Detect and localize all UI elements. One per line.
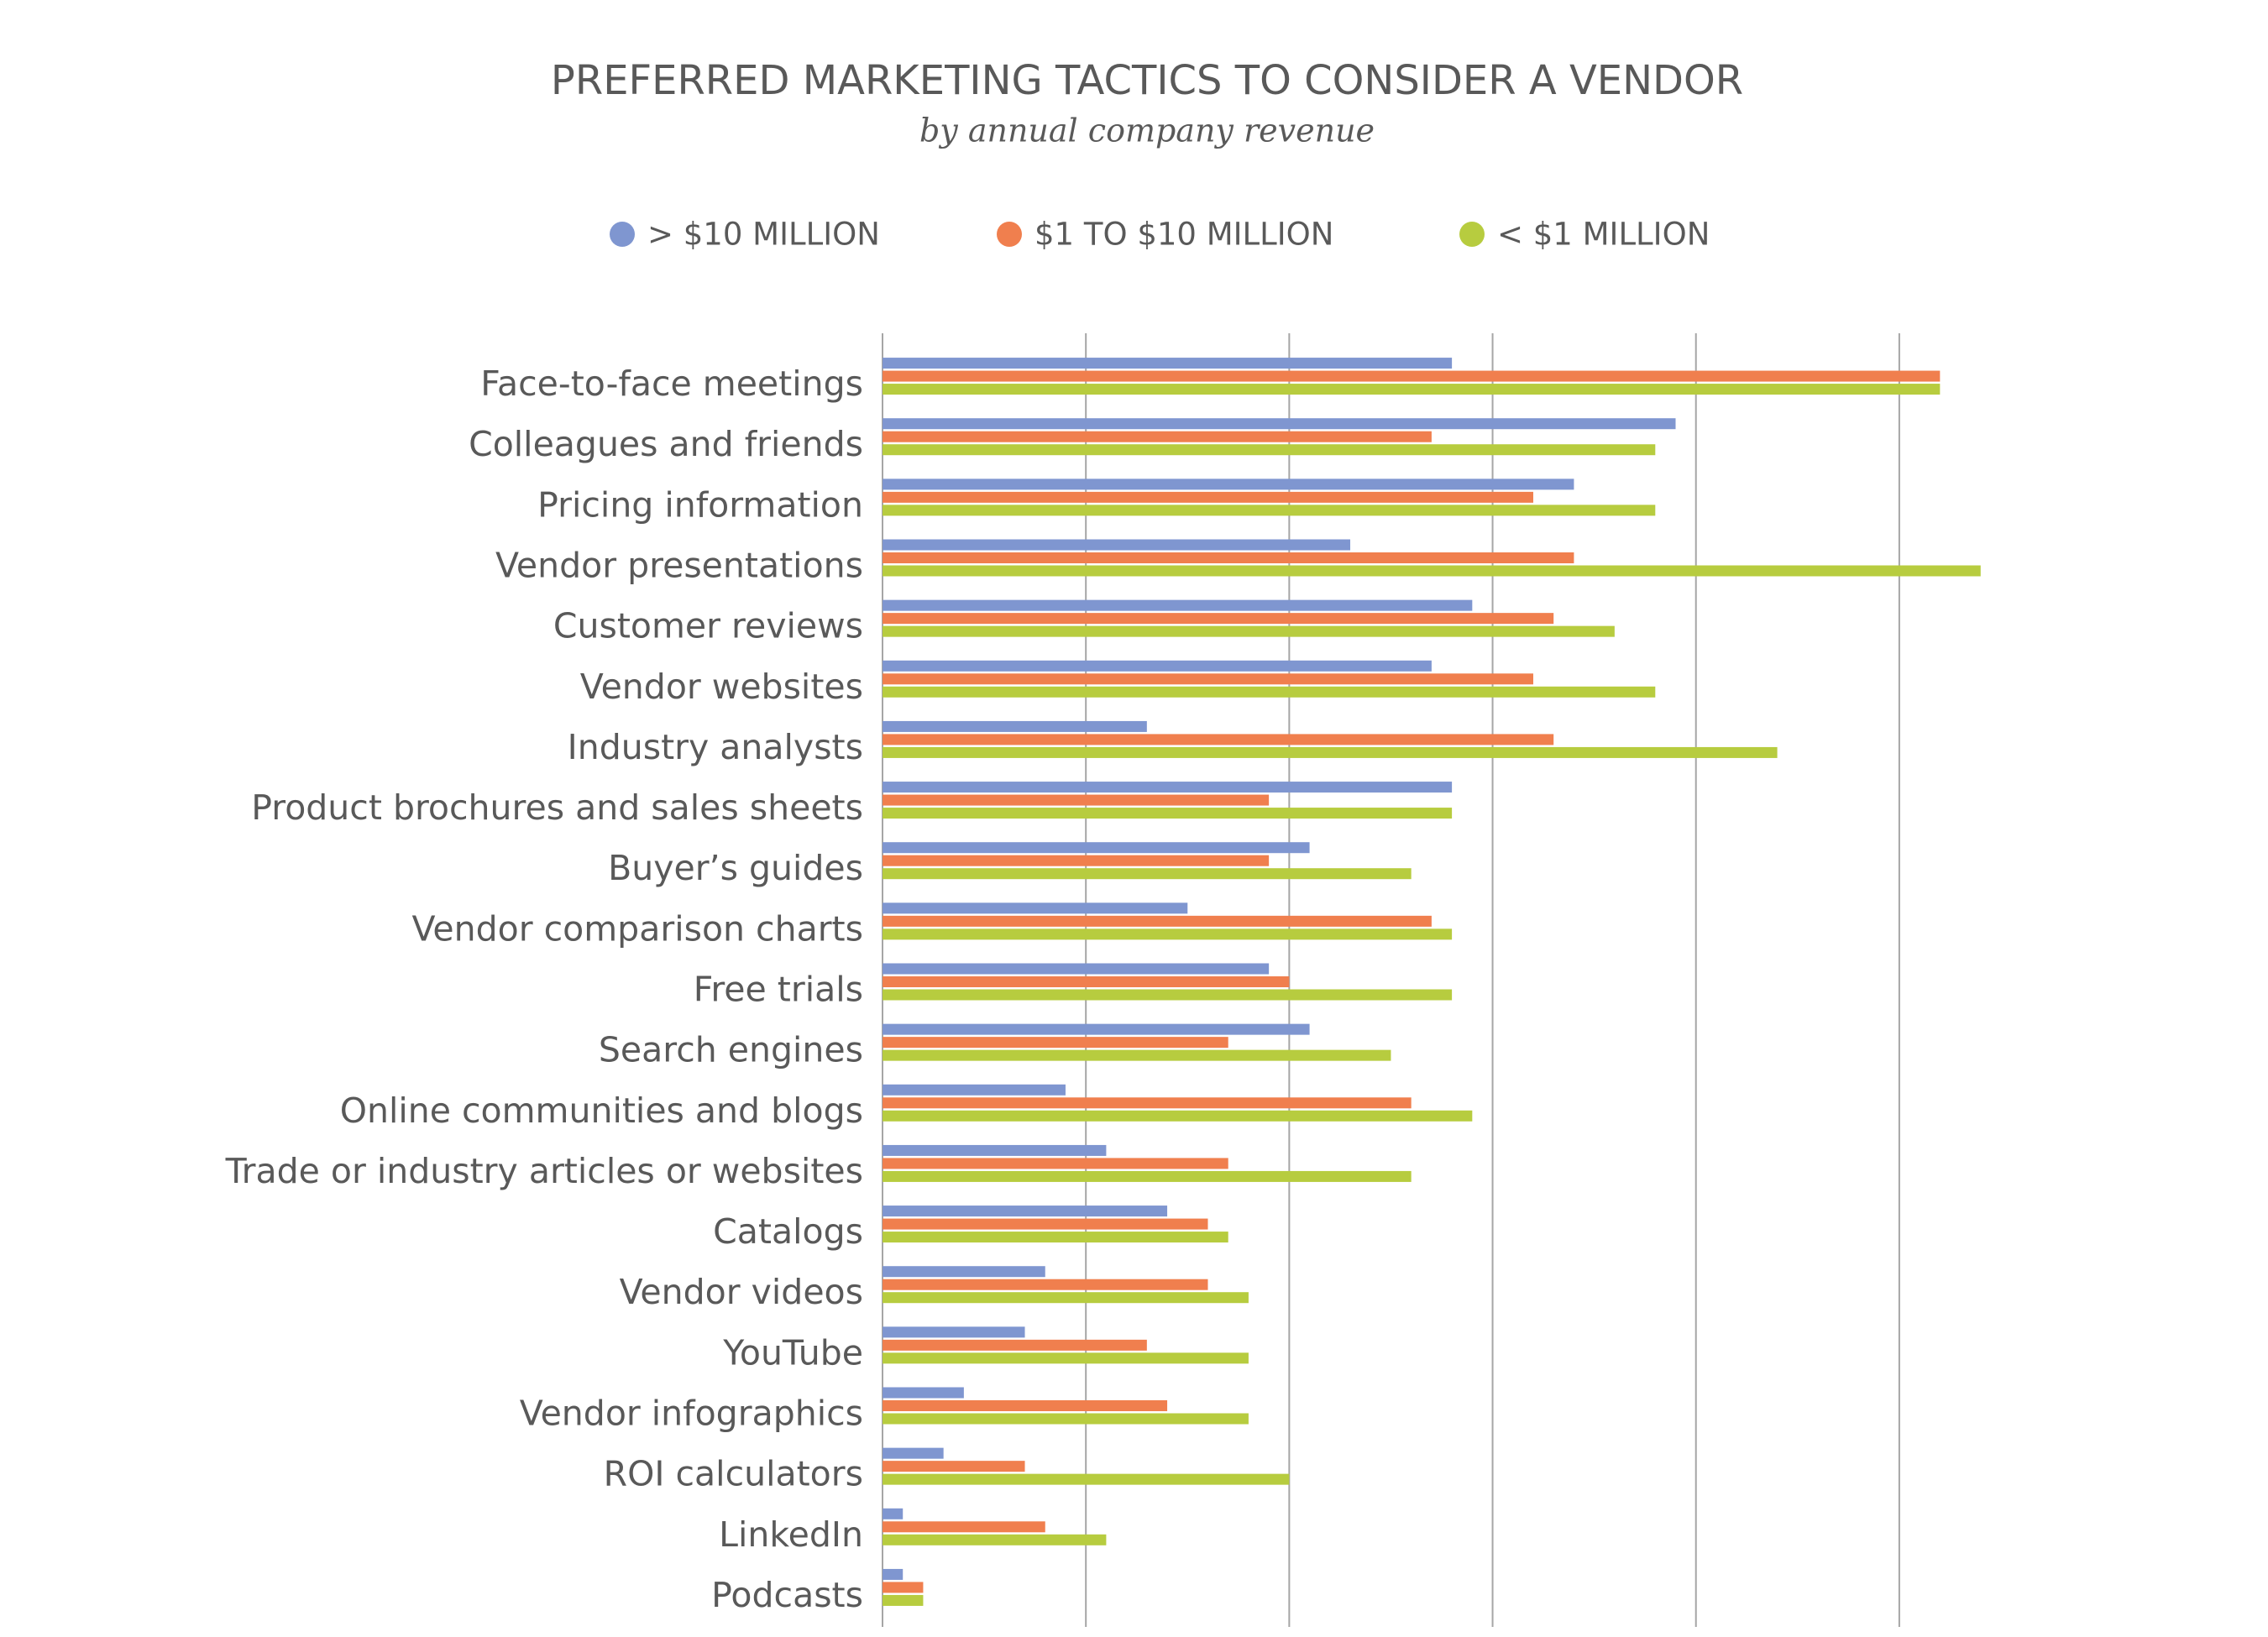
bar bbox=[883, 1218, 1208, 1230]
bar bbox=[883, 1534, 1107, 1545]
bar bbox=[883, 613, 1554, 625]
y-tick-label: Product brochures and sales sheets bbox=[251, 787, 863, 828]
bar bbox=[883, 1400, 1168, 1411]
bar bbox=[883, 868, 1412, 880]
bar bbox=[883, 1144, 1107, 1156]
bar bbox=[883, 989, 1453, 1001]
bar bbox=[883, 1568, 904, 1580]
bar bbox=[883, 1097, 1412, 1109]
y-tick-label: Industry analysts bbox=[568, 727, 863, 767]
y-tick-label: Catalogs bbox=[713, 1211, 863, 1252]
bar bbox=[883, 976, 1290, 987]
bar bbox=[883, 915, 1432, 927]
bar bbox=[883, 660, 1432, 672]
bar bbox=[883, 746, 1778, 758]
bar bbox=[883, 1049, 1391, 1061]
bar bbox=[883, 673, 1533, 685]
bar bbox=[883, 431, 1432, 442]
bar bbox=[883, 1582, 924, 1593]
bar bbox=[883, 902, 1188, 914]
y-tick-label: Podcasts bbox=[711, 1575, 863, 1615]
bar bbox=[883, 855, 1270, 866]
y-tick-label: Search engines bbox=[599, 1030, 863, 1070]
y-tick-label: Buyer’s guides bbox=[608, 848, 863, 888]
bar bbox=[883, 1413, 1249, 1425]
bar bbox=[883, 1387, 964, 1399]
bar bbox=[883, 370, 1941, 382]
y-tick-label: Online communities and blogs bbox=[340, 1090, 863, 1131]
bar bbox=[883, 1279, 1208, 1290]
bar bbox=[883, 1110, 1473, 1122]
y-tick-label: Vendor comparison charts bbox=[412, 908, 863, 949]
legend-label: < $1 MILLION bbox=[1497, 217, 1710, 253]
bar bbox=[883, 1352, 1249, 1364]
bar bbox=[883, 552, 1574, 563]
bar bbox=[883, 734, 1554, 745]
bar bbox=[883, 565, 1981, 577]
bar bbox=[883, 1158, 1228, 1169]
bar bbox=[883, 1508, 904, 1519]
bar bbox=[883, 1594, 924, 1606]
legend-marker bbox=[1459, 222, 1485, 247]
bar bbox=[883, 1521, 1045, 1533]
y-tick-label: Trade or industry articles or websites bbox=[225, 1151, 863, 1191]
bar bbox=[883, 505, 1656, 516]
bar bbox=[883, 1232, 1228, 1243]
bar bbox=[883, 1023, 1310, 1035]
y-tick-label: Face-to-face meetings bbox=[480, 363, 863, 404]
bar bbox=[883, 1037, 1228, 1049]
chart-title: PREFERRED MARKETING TACTICS TO CONSIDER … bbox=[551, 57, 1743, 104]
bar bbox=[883, 1084, 1066, 1096]
bar bbox=[883, 782, 1453, 793]
y-tick-label: Vendor websites bbox=[580, 667, 863, 707]
y-tick-label: Vendor presentations bbox=[495, 546, 863, 586]
bar bbox=[883, 1170, 1412, 1182]
y-tick-label: Pricing information bbox=[537, 484, 863, 525]
bar bbox=[883, 1461, 1025, 1472]
y-tick-label: Customer reviews bbox=[553, 606, 863, 646]
legend-label: $1 TO $10 MILLION bbox=[1034, 217, 1334, 253]
bar bbox=[883, 384, 1941, 395]
bar bbox=[883, 1339, 1147, 1351]
bar bbox=[883, 358, 1453, 369]
bar bbox=[883, 1473, 1290, 1485]
legend-marker bbox=[997, 222, 1022, 247]
legend-marker bbox=[610, 222, 635, 247]
bar bbox=[883, 418, 1676, 430]
bar bbox=[883, 1206, 1168, 1217]
bar bbox=[883, 479, 1574, 490]
bar bbox=[883, 808, 1453, 819]
y-tick-label: Colleagues and friends bbox=[469, 424, 863, 464]
y-tick-label: Free trials bbox=[694, 970, 863, 1010]
bar bbox=[883, 686, 1656, 698]
bar bbox=[883, 444, 1656, 456]
bar bbox=[883, 1326, 1025, 1338]
bar bbox=[883, 625, 1615, 637]
bar bbox=[883, 963, 1270, 975]
legend-label: > $10 MILLION bbox=[647, 217, 880, 253]
bar bbox=[883, 842, 1310, 854]
bar bbox=[883, 794, 1270, 806]
y-tick-label: LinkedIn bbox=[719, 1514, 863, 1555]
bar bbox=[883, 1266, 1045, 1278]
y-tick-label: Vendor videos bbox=[620, 1272, 863, 1312]
chart-subtitle: by annual company revenue bbox=[919, 112, 1375, 149]
y-tick-label: YouTube bbox=[722, 1332, 863, 1373]
y-tick-label: ROI calculators bbox=[604, 1454, 863, 1494]
bar bbox=[883, 491, 1533, 503]
bar bbox=[883, 1292, 1249, 1304]
bar bbox=[883, 928, 1453, 940]
bar bbox=[883, 720, 1147, 732]
bar bbox=[883, 1447, 944, 1459]
bar bbox=[883, 539, 1351, 551]
bar bbox=[883, 599, 1473, 611]
y-tick-label: Vendor infographics bbox=[520, 1394, 863, 1434]
